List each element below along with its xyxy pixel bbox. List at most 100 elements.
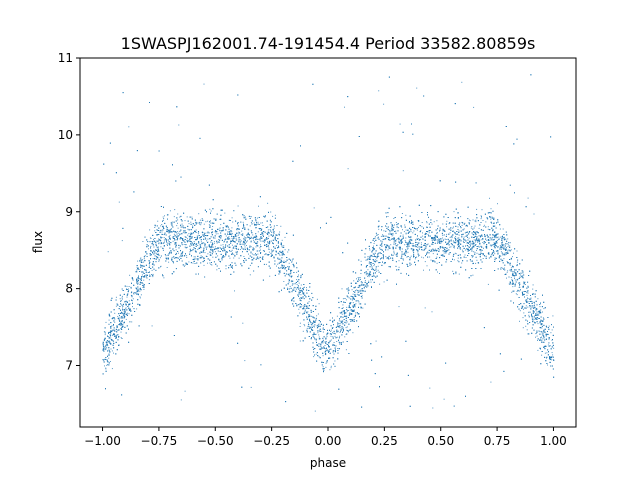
data-point [103,360,105,362]
data-point [349,309,351,311]
data-point [244,360,246,362]
data-point [214,246,216,248]
data-point [535,336,536,338]
data-point [354,305,355,307]
data-point [490,239,492,241]
data-point [219,218,221,220]
data-point [380,235,382,237]
data-point [188,261,190,263]
data-point [341,313,343,315]
data-point [449,246,451,248]
data-point [250,252,252,254]
data-point [309,314,311,316]
data-point [537,317,539,319]
data-point [255,246,257,248]
data-point [385,225,386,227]
data-point [450,246,452,248]
data-point [394,224,395,226]
data-point [490,218,492,220]
data-point [137,278,139,280]
data-point [382,239,384,241]
data-point [230,240,232,241]
data-point [177,222,178,224]
data-point [214,251,216,253]
data-point [332,332,334,334]
data-point [419,238,420,240]
data-point [228,219,230,221]
data-point [454,237,456,239]
data-point [351,289,353,291]
data-point [316,344,318,345]
data-point [413,227,415,229]
data-point [322,342,324,344]
data-point [169,210,171,212]
data-point [322,331,324,333]
data-point [404,224,406,226]
data-point [250,240,252,242]
data-point [323,346,325,348]
data-point [546,357,547,359]
data-point [267,242,269,244]
data-point [367,275,368,277]
data-point [269,229,271,231]
data-point [160,265,162,267]
data-point [383,103,385,105]
data-point [505,253,507,255]
data-point [424,248,426,250]
data-point [374,236,376,238]
data-point [468,237,470,239]
data-point [476,240,478,242]
data-point [121,300,122,302]
data-point [382,258,384,260]
data-point [397,244,399,246]
data-point [528,333,530,335]
data-point [360,273,362,274]
data-point [519,286,521,288]
data-point [360,279,361,280]
data-point [511,265,513,267]
data-point [207,238,209,240]
data-point [507,238,509,240]
data-point [392,232,394,234]
data-point [461,81,463,83]
data-point [280,225,282,227]
data-point [373,243,375,244]
data-point [465,225,467,227]
data-point [451,240,452,242]
data-point [497,247,499,249]
data-point [416,229,418,231]
data-point [480,215,482,217]
data-point [507,270,509,272]
data-point [258,205,259,207]
data-point [436,232,438,234]
data-point [380,248,382,250]
data-point [357,277,359,278]
data-point [461,224,463,226]
data-point [139,296,141,298]
data-point [374,241,375,243]
data-point [281,253,283,255]
data-point [548,346,550,347]
data-point [473,106,475,108]
data-point [428,232,430,234]
data-point [369,248,370,250]
data-point [522,277,524,279]
data-point [300,297,302,298]
data-point [259,247,261,249]
data-point [132,306,133,308]
data-point [281,246,283,248]
data-point [532,320,534,322]
data-point [500,246,502,248]
data-point [207,253,209,255]
data-point [325,341,327,343]
data-point [311,326,313,328]
data-point [179,216,181,218]
data-point [355,312,357,314]
data-point [172,236,174,238]
data-point [422,257,424,259]
data-point [122,313,124,315]
data-point [156,254,158,256]
data-point [516,294,518,296]
data-point [506,249,508,251]
data-point [507,251,509,253]
